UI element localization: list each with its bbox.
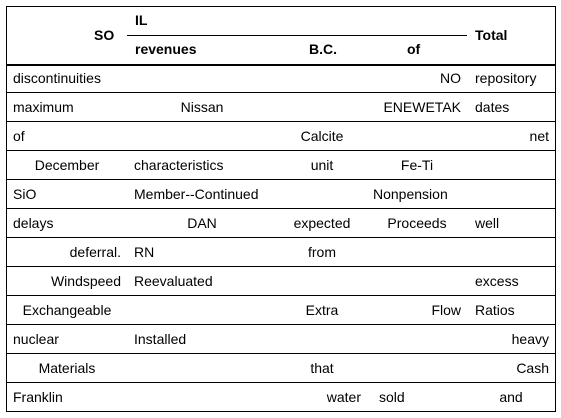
table-cell: Ratios xyxy=(475,302,515,318)
table-cell: Calcite xyxy=(300,128,344,144)
table-row: delays DAN expected Proceeds well xyxy=(7,209,555,238)
table-cell: Installed xyxy=(134,331,187,347)
table-cell xyxy=(467,180,555,208)
header-divider xyxy=(127,35,467,36)
table-row: Materials that Cash xyxy=(7,354,555,383)
table-cell xyxy=(127,64,277,92)
table-cell: from xyxy=(308,244,336,260)
table-cell: characteristics xyxy=(134,157,224,173)
table-cell: Flow xyxy=(431,302,461,318)
table-cell: delays xyxy=(13,215,54,231)
table-cell: and xyxy=(499,389,523,405)
table-cell: sold xyxy=(379,389,405,405)
table-row: maximum Nissan ENEWETAK dates xyxy=(7,93,555,122)
table-cell: RN xyxy=(134,244,155,260)
table-row: deferral. RN from xyxy=(7,238,555,267)
table-cell xyxy=(367,238,467,266)
table-cell: Extra xyxy=(305,302,339,318)
table-cell: unit xyxy=(310,157,334,173)
header-of: of xyxy=(407,41,421,57)
data-table: SO IL revenues B.C. of Total discontinui… xyxy=(6,6,556,412)
table-cell xyxy=(367,354,467,382)
table-cell: excess xyxy=(475,273,519,289)
header-il: IL xyxy=(135,12,148,28)
table-cell: Windspeed xyxy=(50,273,121,289)
table-cell xyxy=(127,383,277,411)
header-so: SO xyxy=(94,27,115,43)
table-row: Windspeed Reevaluated excess xyxy=(7,267,555,296)
table-cell: of xyxy=(13,128,25,144)
table-cell xyxy=(367,122,467,150)
table-cell: DAN xyxy=(187,215,217,231)
table-cell: water xyxy=(326,389,361,405)
table-cell: maximum xyxy=(13,99,74,115)
table-cell: expected xyxy=(293,215,351,231)
table-cell xyxy=(127,354,277,382)
table-cell: discontinuities xyxy=(13,70,101,86)
table-cell: deferral. xyxy=(69,244,121,260)
table-cell: that xyxy=(310,360,334,376)
table-cell: Franklin xyxy=(13,389,63,405)
table-cell xyxy=(467,151,555,179)
table-cell: NO xyxy=(440,70,461,86)
table-cell: SiO xyxy=(13,186,37,202)
header-total: Total xyxy=(475,27,508,43)
header-bc: B.C. xyxy=(309,41,337,57)
table-cell xyxy=(367,267,467,295)
table-header: SO IL revenues B.C. of Total xyxy=(7,7,555,66)
table-cell: net xyxy=(529,128,549,144)
table-cell: December xyxy=(34,157,100,173)
table-cell: Nonpension xyxy=(373,186,448,202)
table-cell: Nissan xyxy=(180,99,224,115)
table-cell: Cash xyxy=(516,360,549,376)
table-row: SiO Member--Continued Nonpension xyxy=(7,180,555,209)
table-row: Franklin water sold and xyxy=(7,383,555,412)
table-cell: well xyxy=(475,215,500,231)
table-cell xyxy=(467,238,555,266)
table-cell xyxy=(277,180,367,208)
table-cell: Exchangeable xyxy=(22,302,112,318)
table-cell xyxy=(127,296,277,324)
table-cell: ENEWETAK xyxy=(383,99,461,115)
table-cell xyxy=(127,122,277,150)
table-cell xyxy=(277,267,367,295)
table-row: nuclear Installed heavy xyxy=(7,325,555,354)
header-revenues: revenues xyxy=(135,41,197,57)
table-cell: Proceeds xyxy=(387,215,447,231)
table-cell: repository xyxy=(475,70,537,86)
table-cell: Materials xyxy=(38,360,96,376)
table-cell: Member--Continued xyxy=(134,186,259,202)
table-row: Exchangeable Extra Flow Ratios xyxy=(7,296,555,325)
table-cell xyxy=(277,93,367,121)
table-cell: nuclear xyxy=(13,331,59,347)
table-cell: Reevaluated xyxy=(134,273,213,289)
table-cell: dates xyxy=(475,99,510,115)
table-cell xyxy=(277,325,367,353)
table-cell: heavy xyxy=(511,331,549,347)
table-row: of Calcite net xyxy=(7,122,555,151)
table-row: December characteristics unit Fe-Ti xyxy=(7,151,555,180)
table-cell xyxy=(367,325,467,353)
table-cell: Fe-Ti xyxy=(400,157,434,173)
table-row: discontinuities NO repository xyxy=(7,64,555,93)
table-cell xyxy=(277,64,367,92)
